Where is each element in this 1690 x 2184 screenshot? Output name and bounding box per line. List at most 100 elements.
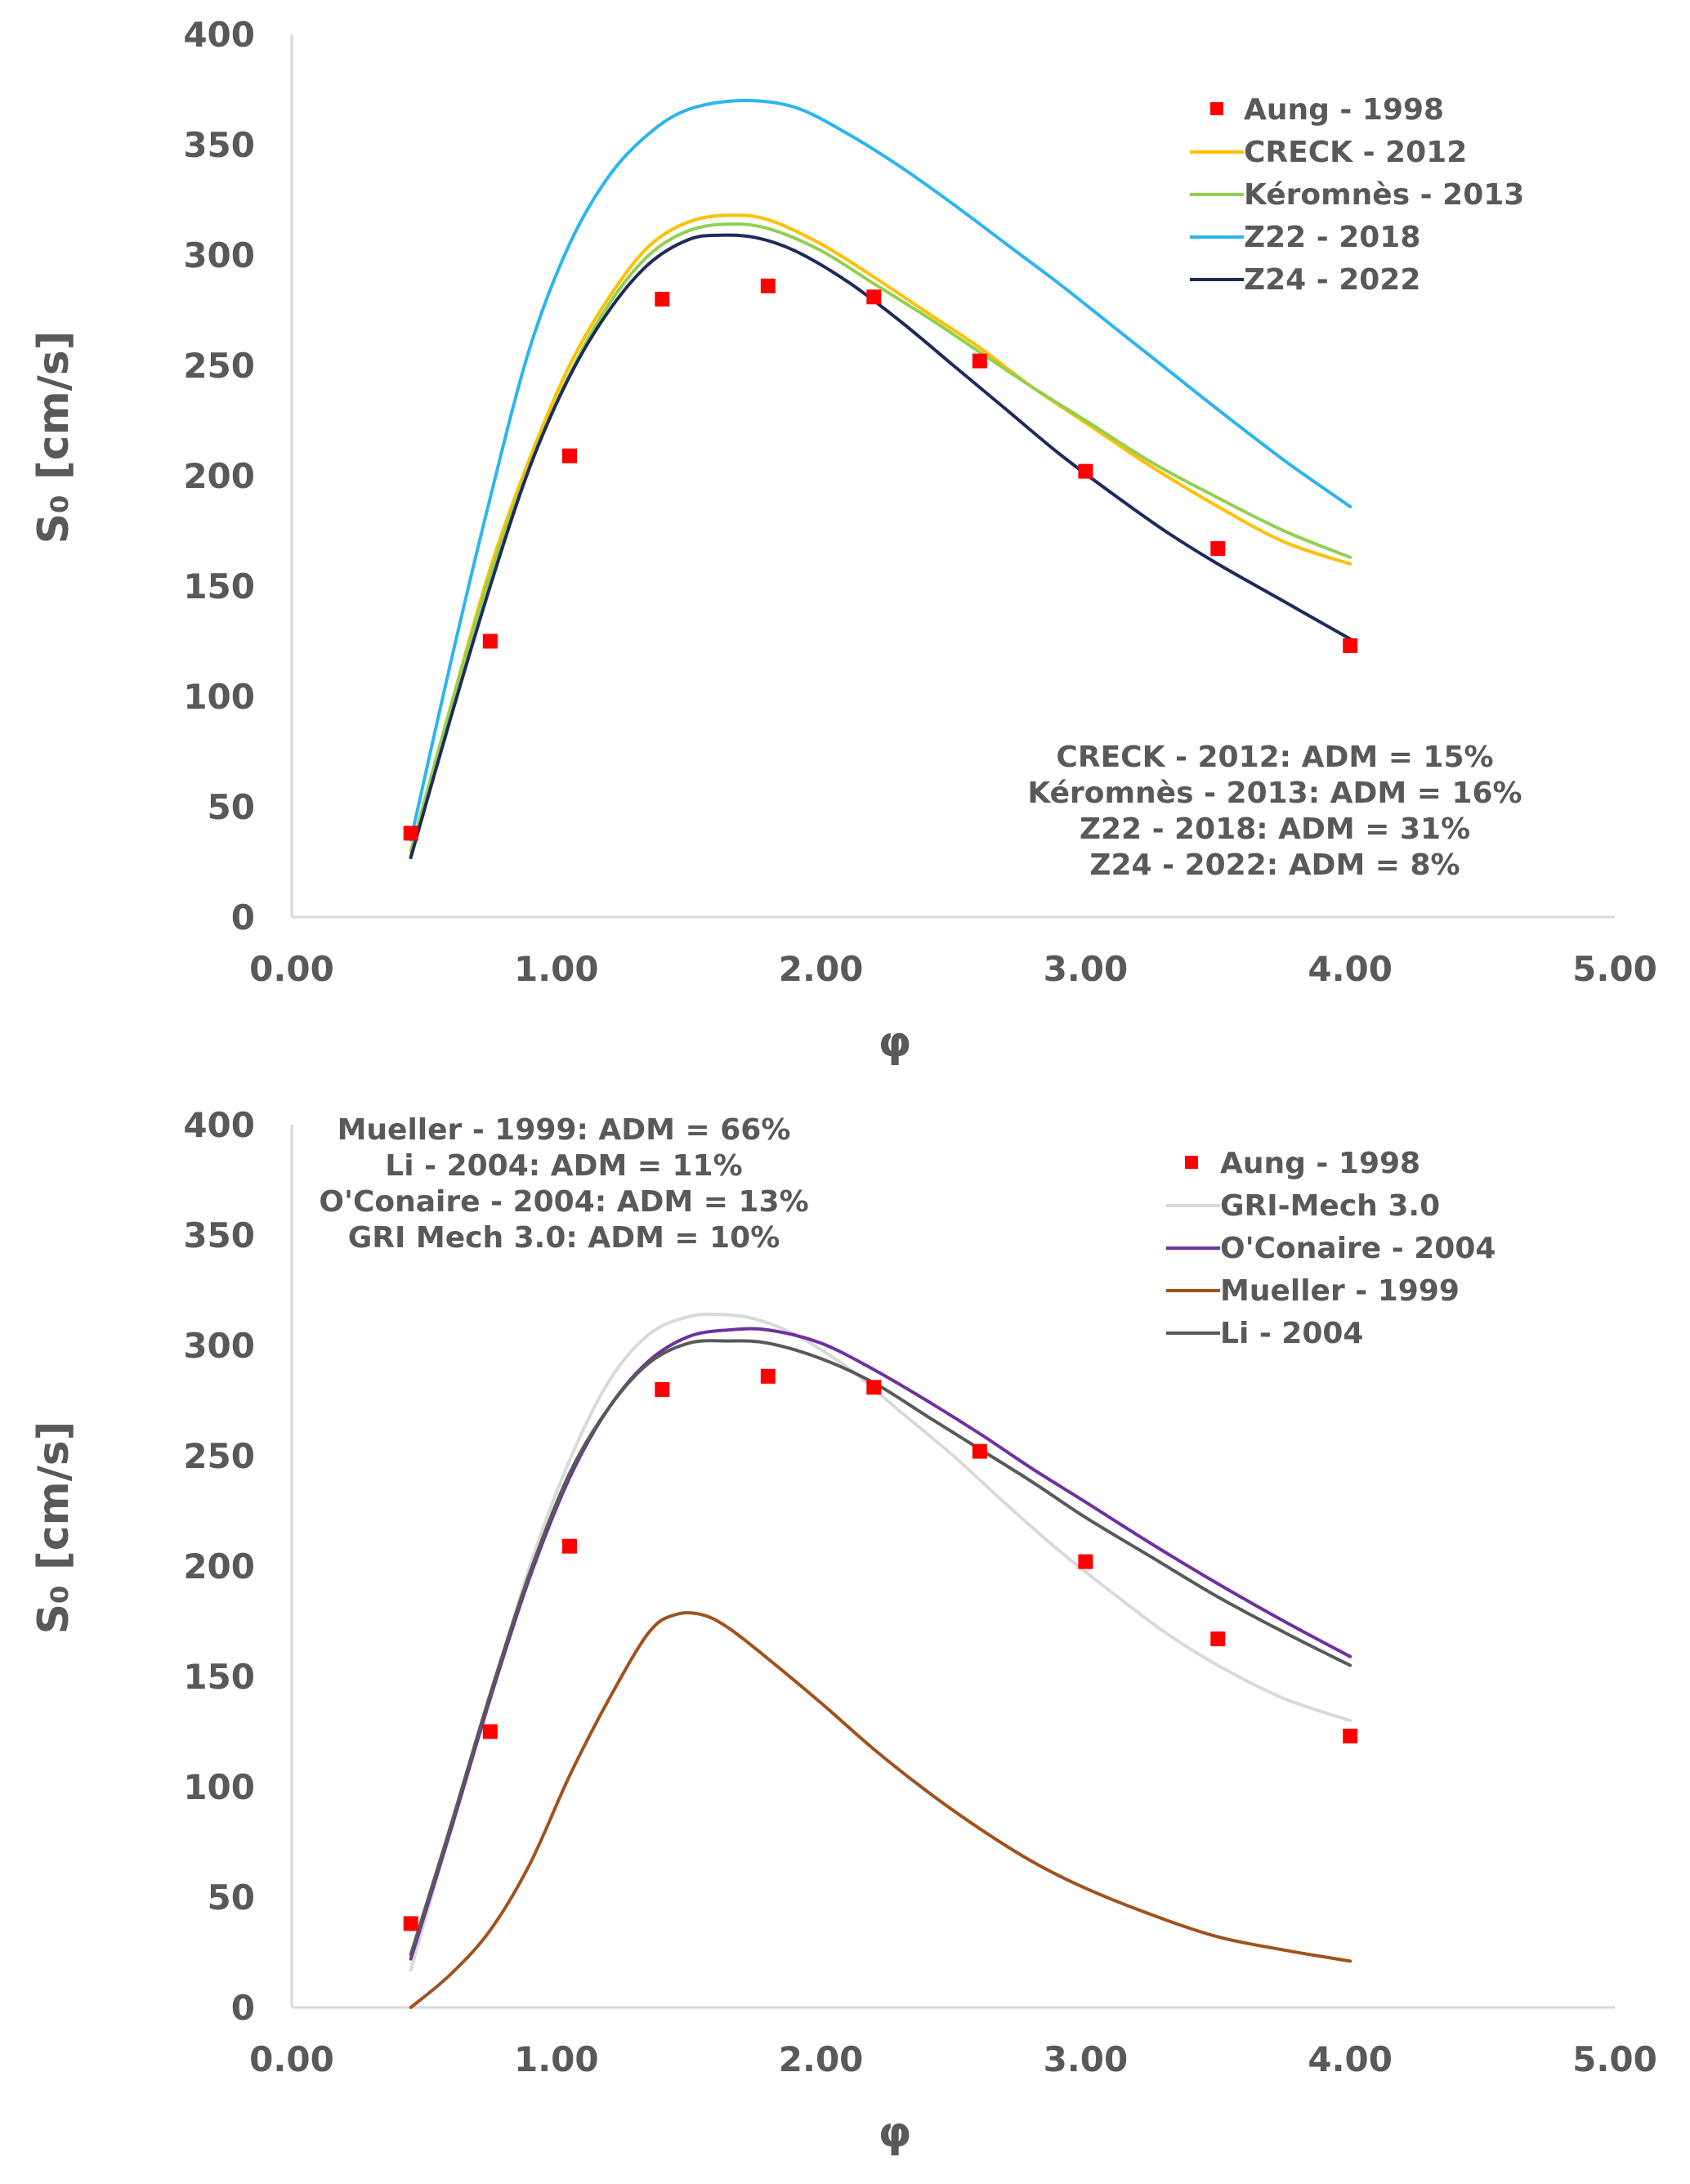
data-point-aung: [561, 1538, 577, 1554]
y-tick-label: 250: [183, 1436, 255, 1476]
x-tick-label: 2.00: [779, 2039, 864, 2079]
scatter-points: [403, 278, 1358, 841]
y-tick-label: 0: [231, 1988, 255, 2028]
annotation-line: Z22 - 2018: ADM = 31%: [1080, 812, 1470, 846]
y-tick-label: 350: [183, 1215, 255, 1255]
data-point-aung: [1343, 638, 1358, 653]
series-line-mueller-1999: [409, 1611, 1352, 2009]
series-lines: [409, 98, 1352, 860]
x-axis-title: φ: [879, 1018, 912, 1067]
x-tick-label: 5.00: [1572, 949, 1657, 989]
data-point-aung: [1078, 1554, 1093, 1569]
legend-label-z24: Z24 - 2022: [1244, 263, 1420, 297]
data-point-aung: [655, 1382, 670, 1397]
plot-area: [290, 34, 1615, 919]
series-lines: [409, 1312, 1352, 2009]
legend-label-gri: GRI-Mech 3.0: [1220, 1189, 1440, 1223]
y-tick-label: 100: [183, 1767, 255, 1807]
x-tick-label: 3.00: [1044, 949, 1129, 989]
x-axis-title: φ: [879, 2108, 912, 2157]
x-tick-labels: 0.00 1.00 2.00 3.00 4.00 5.00: [249, 2039, 1657, 2079]
series-line-keromnes-2013: [409, 222, 1352, 853]
annotation-line: O'Conaire - 2004: ADM = 13%: [319, 1185, 808, 1219]
adm-annotations: Mueller - 1999: ADM = 66% Li - 2004: ADM…: [319, 1113, 808, 1255]
y-tick-label: 400: [183, 1105, 255, 1145]
data-point-aung: [482, 1724, 498, 1739]
data-point-aung: [655, 292, 670, 307]
annotation-line: Li - 2004: ADM = 11%: [385, 1149, 742, 1183]
legend-label-mueller: Mueller - 1999: [1220, 1274, 1460, 1308]
y-tick-label: 300: [183, 1326, 255, 1366]
data-point-aung: [561, 448, 577, 463]
y-tick-label: 100: [183, 677, 255, 717]
data-point-aung: [760, 1368, 776, 1384]
x-tick-label: 0.00: [249, 949, 334, 989]
series-line-o-conaire-2004: [409, 1327, 1352, 1961]
legend-marker-aung: [1210, 102, 1223, 115]
adm-annotations: CRECK - 2012: ADM = 15% Kéromnès - 2013:…: [1027, 741, 1522, 882]
x-tick-label: 1.00: [514, 949, 599, 989]
x-tick-label: 4.00: [1308, 949, 1393, 989]
x-tick-label: 5.00: [1572, 2039, 1657, 2079]
data-point-aung: [1210, 541, 1226, 557]
annotation-line: Kéromnès - 2013: ADM = 16%: [1027, 776, 1522, 810]
y-tick-label: 50: [208, 787, 255, 827]
series-line-z24-2022: [409, 233, 1352, 860]
chart-bottom: 0 50 100 150 200 250 300 350 400 0.00 1.00 2.00 3.0…: [0, 1090, 1690, 2181]
annotation-line: CRECK - 2012: ADM = 15%: [1056, 741, 1493, 774]
y-tick-labels: 0 50 100 150 200 250 300 350 400: [183, 15, 255, 938]
annotation-line: Mueller - 1999: ADM = 66%: [338, 1113, 791, 1147]
legend: Aung - 1998 GRI-Mech 3.0 O'Conaire - 200…: [1166, 1147, 1496, 1350]
legend-label-creck: CRECK - 2012: [1244, 136, 1467, 169]
annotation-line: GRI Mech 3.0: ADM = 10%: [348, 1221, 780, 1255]
y-tick-labels: 0 50 100 150 200 250 300 350 400: [183, 1105, 255, 2028]
data-point-aung: [1343, 1728, 1358, 1743]
y-axis-title: S₀ [cm/s]: [29, 1421, 78, 1635]
y-tick-label: 150: [183, 1657, 255, 1697]
legend-label-aung: Aung - 1998: [1220, 1147, 1420, 1180]
data-point-aung: [866, 1380, 882, 1395]
data-point-aung: [1210, 1631, 1226, 1647]
series-line-z22-2018: [409, 98, 1352, 842]
annotation-line: Z24 - 2022: ADM = 8%: [1089, 848, 1460, 882]
legend-label-z22: Z22 - 2018: [1244, 221, 1420, 254]
chart-bottom-svg: 0 50 100 150 200 250 300 350 400 0.00 1.00 2.00 3.0…: [29, 1105, 1657, 2157]
y-tick-label: 300: [183, 235, 255, 275]
x-tick-label: 2.00: [779, 949, 864, 989]
x-tick-label: 1.00: [514, 2039, 599, 2079]
y-tick-label: 400: [183, 15, 255, 55]
legend-label-oconaire: O'Conaire - 2004: [1220, 1232, 1496, 1265]
y-tick-label: 200: [183, 456, 255, 496]
y-tick-label: 0: [231, 897, 255, 938]
series-line-creck-2012: [409, 213, 1352, 857]
series-line-gri-mech-3-0: [409, 1312, 1352, 1972]
legend: Aung - 1998 CRECK - 2012 Kéromnès - 2013…: [1190, 93, 1524, 297]
legend-label-li: Li - 2004: [1220, 1317, 1363, 1350]
data-point-aung: [482, 633, 498, 649]
data-point-aung: [1078, 463, 1093, 479]
y-tick-label: 350: [183, 125, 255, 165]
chart-top-svg: 0 50 100 150 200 250 300 350 400 0.00 1.00 2.00 3.0…: [29, 15, 1657, 1067]
x-tick-label: 4.00: [1308, 2039, 1393, 2079]
plot-area: [290, 1125, 1615, 2009]
legend-label-keromnes: Kéromnès - 2013: [1244, 178, 1524, 212]
legend-label-aung: Aung - 1998: [1244, 93, 1444, 127]
series-line-li-2004: [409, 1339, 1352, 1957]
x-tick-label: 3.00: [1044, 2039, 1129, 2079]
data-point-aung: [972, 353, 987, 369]
data-point-aung: [866, 289, 882, 305]
legend-marker-aung: [1185, 1156, 1198, 1169]
y-tick-label: 250: [183, 346, 255, 386]
x-tick-label: 0.00: [249, 2039, 334, 2079]
data-point-aung: [972, 1443, 987, 1459]
x-tick-labels: 0.00 1.00 2.00 3.00 4.00 5.00: [249, 949, 1657, 989]
y-tick-label: 150: [183, 566, 255, 606]
data-point-aung: [403, 826, 418, 841]
data-point-aung: [403, 1916, 418, 1931]
y-tick-label: 200: [183, 1546, 255, 1587]
y-tick-label: 50: [208, 1877, 255, 1918]
y-axis-title: S₀ [cm/s]: [29, 331, 78, 544]
data-point-aung: [760, 278, 776, 293]
scatter-points: [403, 1368, 1358, 1931]
chart-top: 0 50 100 150 200 250 300 350 400 0.00 1.00 2.00 3.0…: [0, 0, 1690, 1090]
